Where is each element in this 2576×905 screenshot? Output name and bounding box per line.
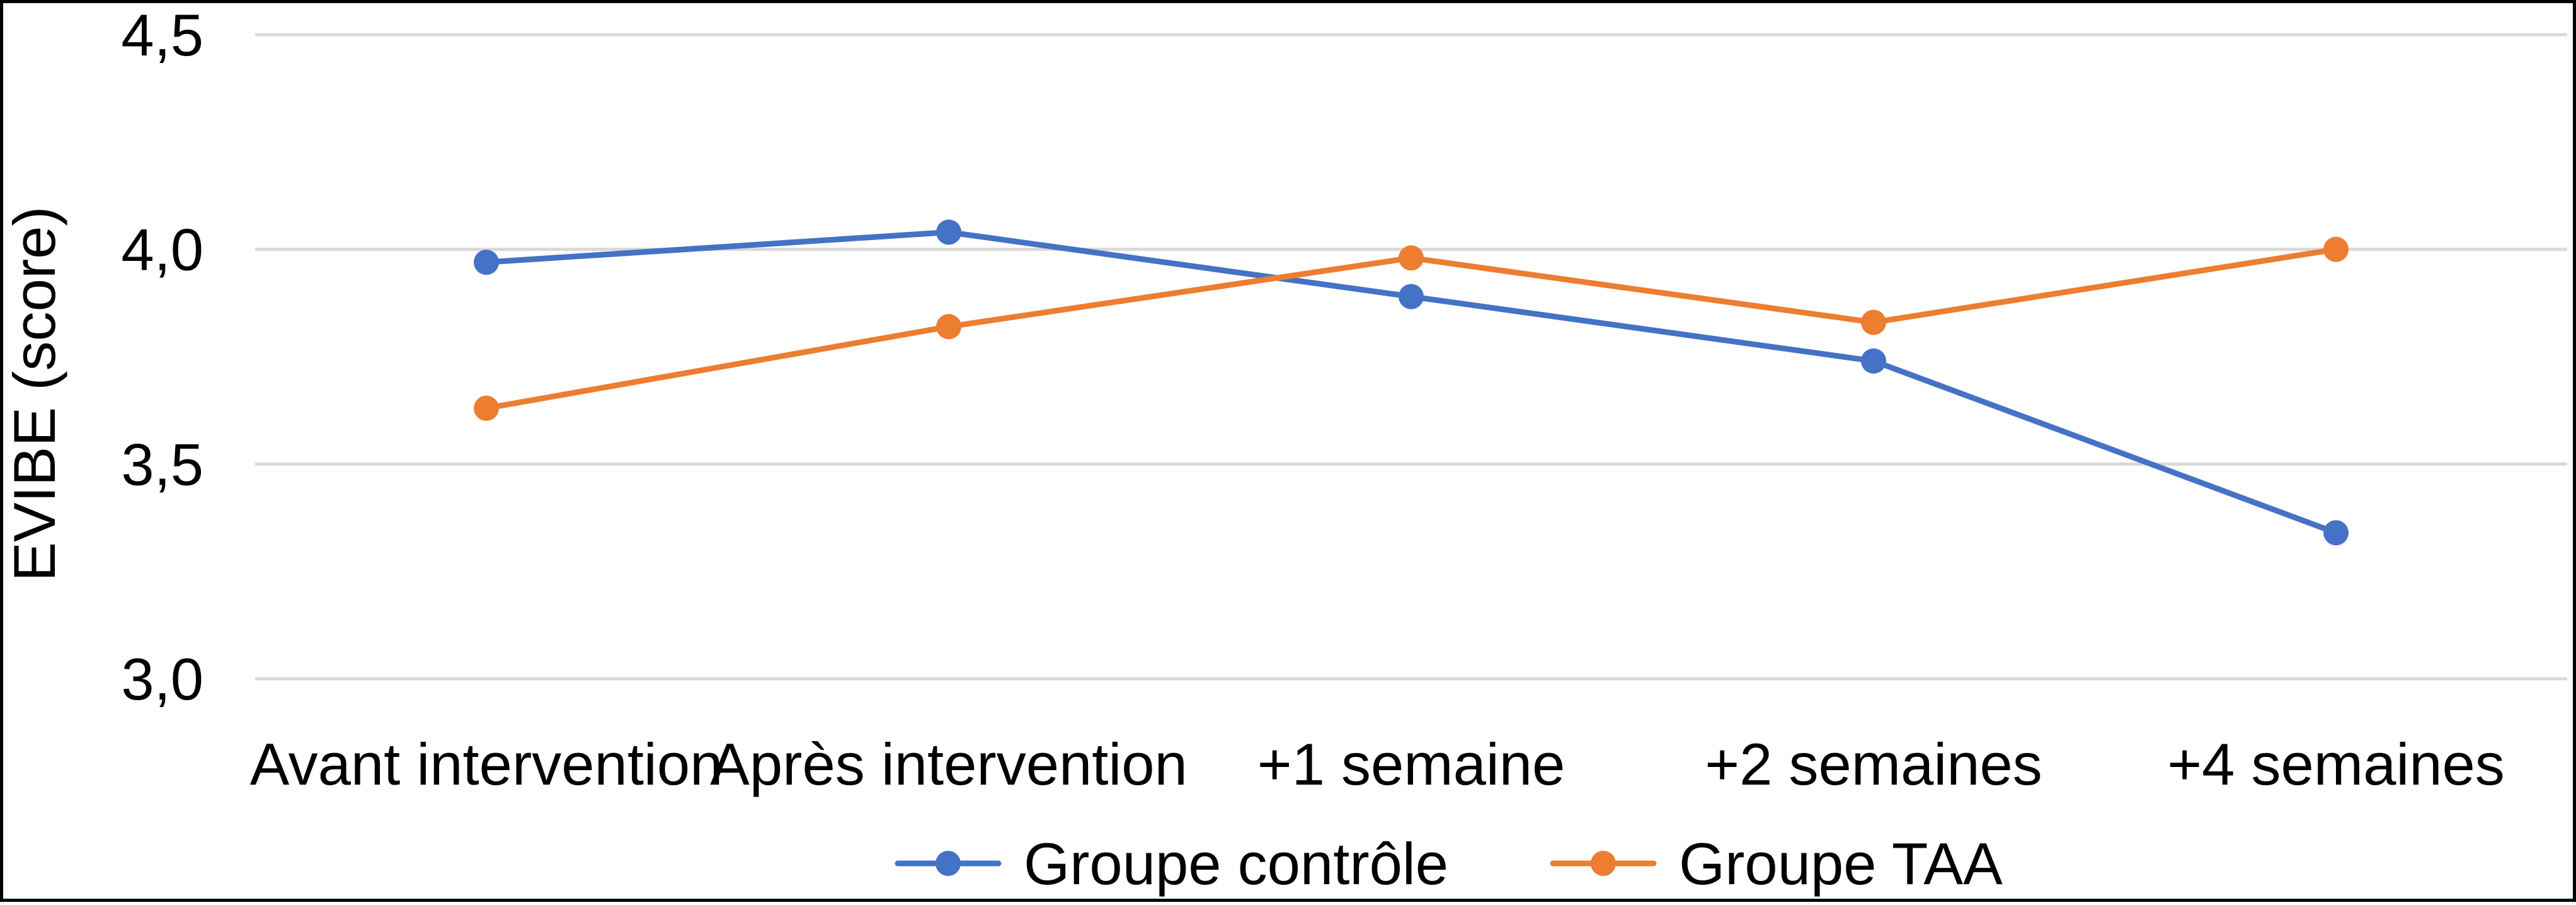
- data-point: [2323, 520, 2349, 546]
- line-chart: 3,0 3,5 4,0 4,5 EVIBE (score) Avant interve…: [3, 3, 2567, 897]
- x-tick-label: +1 semaine: [1257, 731, 1566, 797]
- x-tick-label: Après intervention: [710, 731, 1188, 797]
- y-tick-label: 4,0: [121, 217, 203, 283]
- data-point: [1399, 284, 1424, 309]
- x-tick-label: +4 semaines: [2167, 731, 2505, 797]
- gridlines: [255, 33, 2567, 681]
- data-point: [474, 395, 499, 421]
- data-point: [474, 250, 499, 275]
- legend-item: Groupe contrôle: [895, 831, 1448, 897]
- series-lines: [474, 219, 2349, 546]
- series-line: [483, 246, 2339, 412]
- legend: Groupe contrôle Groupe TAA: [895, 831, 2003, 897]
- series-groupe-taa: [474, 236, 2349, 421]
- y-tick-label: 4,5: [121, 3, 203, 68]
- data-point: [2323, 236, 2349, 262]
- x-tick-label: Avant intervention: [250, 731, 723, 797]
- series-line: [483, 229, 2339, 536]
- data-point: [1861, 348, 1886, 374]
- data-point: [1861, 309, 1886, 335]
- y-axis-title: EVIBE (score): [3, 206, 67, 582]
- y-axis-tick-labels: 3,0 3,5 4,0 4,5: [121, 3, 203, 712]
- y-tick-label: 3,5: [121, 431, 203, 497]
- x-tick-label: +2 semaines: [1705, 731, 2042, 797]
- legend-marker: [1591, 851, 1616, 876]
- y-tick-label: 3,0: [121, 646, 203, 712]
- legend-label: Groupe contrôle: [1024, 831, 1448, 897]
- data-point: [936, 219, 961, 245]
- series-groupe-controle: [474, 219, 2349, 546]
- data-point: [1399, 245, 1424, 271]
- legend-item: Groupe TAA: [1550, 831, 2003, 897]
- legend-label: Groupe TAA: [1679, 831, 2003, 897]
- data-point: [936, 314, 961, 340]
- legend-marker: [936, 851, 961, 876]
